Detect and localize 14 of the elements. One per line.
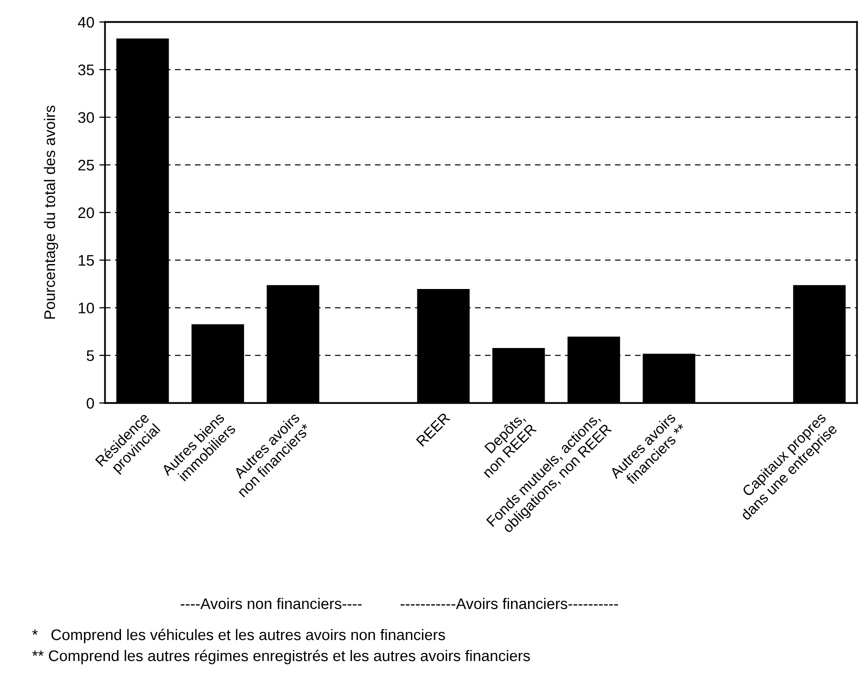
y-tick-label: 10 (78, 302, 94, 314)
y-axis-title: Pourcentage du total des avoirs (44, 106, 58, 319)
text: * Comprend les véhicules et les autres avoirs non financiers (32, 628, 445, 644)
y-tick-label: 20 (78, 207, 94, 218)
y-tick-label: 15 (78, 255, 94, 266)
y-tick-label: 35 (78, 64, 94, 76)
y-tick-label: 40 (78, 16, 94, 28)
y-tick-label: 0 (86, 398, 94, 409)
y-tick-label: 5 (86, 350, 94, 362)
text: -----------Avoirs financiers---------- (400, 598, 618, 610)
text: ----Avoirs non financiers---- (180, 598, 362, 610)
text: ** Comprend les autres régimes enregistrés et les autres avoirs financiers (32, 650, 530, 664)
y-tick-label: 25 (78, 160, 94, 171)
y-tick-label: 30 (78, 112, 94, 123)
